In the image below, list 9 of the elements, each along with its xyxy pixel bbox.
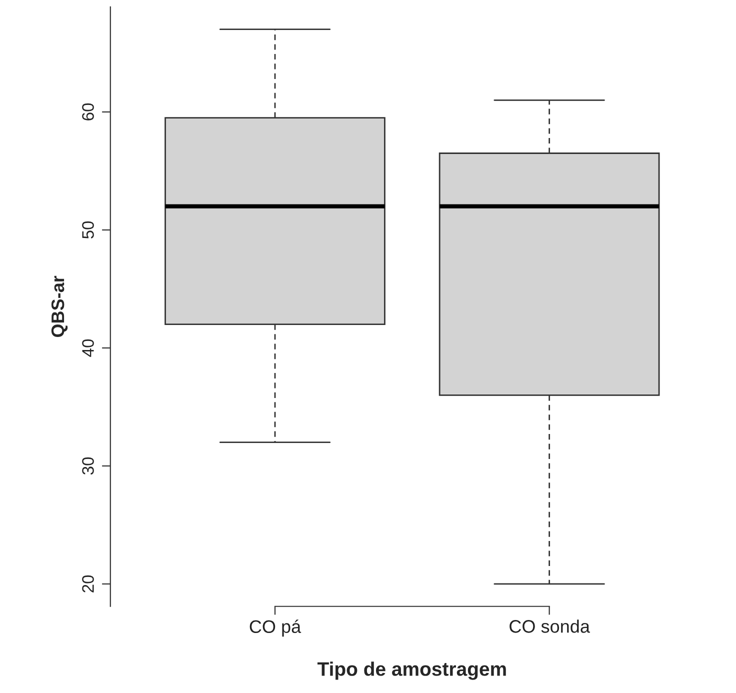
- y-tick-label: 20: [82, 575, 94, 592]
- x-tick-label: CO sonda: [510, 620, 590, 633]
- y-tick-label: 60: [82, 103, 94, 120]
- y-tick-label: 40: [82, 339, 94, 357]
- y-axis-title: QBS-ar: [51, 276, 68, 338]
- y-tick-label: 50: [82, 221, 94, 239]
- x-tick-label: CO pá: [250, 620, 302, 637]
- x-axis-title: Tipo de amostragem: [317, 662, 506, 680]
- y-tick-label: 30: [82, 457, 94, 475]
